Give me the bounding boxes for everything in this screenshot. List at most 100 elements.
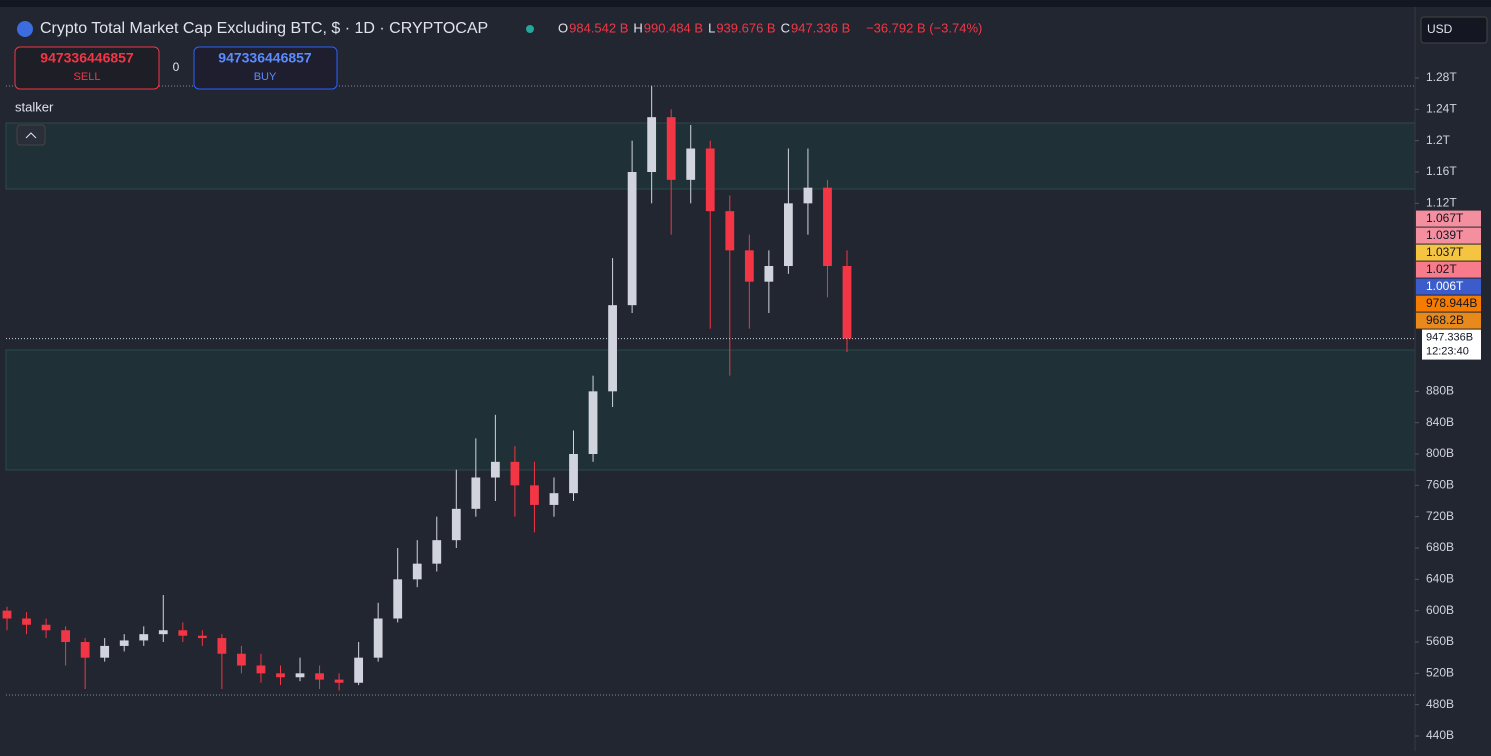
price-badge (1416, 210, 1481, 227)
sell-price[interactable]: 947336446857 (40, 50, 134, 66)
candle (256, 653, 266, 683)
candle (393, 548, 403, 623)
candle (217, 634, 227, 689)
candle (744, 234, 754, 329)
candle (490, 414, 500, 501)
candle-body (471, 477, 481, 509)
sell-button[interactable] (14, 46, 160, 90)
y-tick-label: 560B (1426, 634, 1454, 648)
candle (315, 665, 324, 689)
y-tick-label: 1.28T (1426, 70, 1457, 84)
price-badge (1416, 227, 1481, 244)
candle (530, 461, 539, 533)
candle (41, 618, 51, 639)
candle-body (647, 117, 657, 172)
candle-body (451, 508, 461, 541)
y-tick-label: 800B (1426, 446, 1454, 460)
candle (295, 657, 305, 682)
price-badge-label: 1.02T (1426, 262, 1457, 276)
candle (764, 250, 774, 313)
ohlc-key: H (633, 20, 642, 35)
candle (549, 477, 559, 517)
change: −36.792 B (−3.74%) (866, 20, 982, 35)
title: Crypto Total Market Cap Excluding BTC, $… (40, 20, 488, 37)
candle-body (842, 266, 852, 339)
candle-body (803, 187, 813, 204)
ohlc-key: O (558, 20, 568, 35)
last-price-label: 947.336B (1426, 331, 1473, 343)
candle (569, 430, 578, 501)
candle-body (237, 653, 246, 666)
candle-body (373, 618, 383, 658)
candle (158, 595, 168, 642)
candle (686, 125, 696, 204)
price-badge-label: 1.037T (1426, 245, 1464, 259)
candle (705, 140, 715, 329)
y-tick-label: 880B (1426, 384, 1454, 398)
candle-body (158, 630, 168, 635)
candle (197, 630, 207, 646)
candle-body (686, 148, 696, 180)
y-tick-label: 840B (1426, 415, 1454, 429)
candle (588, 375, 598, 462)
last-price-time: 12:23:40 (1426, 345, 1469, 357)
ohlc-value: 984.542 B (569, 20, 628, 35)
candle-body (80, 642, 90, 658)
candle (608, 258, 617, 407)
y-tick-label: 440B (1426, 728, 1454, 742)
y-tick-label: 1.12T (1426, 196, 1457, 210)
candle-body (705, 148, 715, 212)
symbol-icon (17, 21, 33, 37)
candle-body (119, 640, 129, 646)
last-price-badge (1422, 329, 1481, 360)
buy-price[interactable]: 947336446857 (218, 50, 312, 66)
candle (61, 626, 70, 666)
currency-select[interactable] (1420, 16, 1488, 44)
candle (451, 469, 461, 548)
top-strip (0, 0, 1491, 7)
candle (22, 612, 31, 635)
y-tick-label: 720B (1426, 509, 1454, 523)
candle (627, 140, 637, 313)
price-badge-label: 1.006T (1426, 279, 1464, 293)
collapse-icon (25, 132, 37, 139)
ohlc-value: 939.676 B (716, 20, 775, 35)
candle-body (256, 665, 266, 674)
sell-label[interactable]: SELL (74, 71, 101, 83)
buy-button[interactable] (193, 46, 338, 90)
candle (666, 109, 676, 235)
candle (842, 250, 852, 353)
candle-body (764, 266, 774, 282)
candle-body (295, 673, 305, 678)
candle-body (217, 638, 227, 654)
y-tick-label: 1.16T (1426, 164, 1457, 178)
candle-body (41, 624, 51, 631)
ohlc-value: 990.484 B (644, 20, 703, 35)
buy-label[interactable]: BUY (254, 71, 277, 83)
ohlc-key: L (708, 20, 715, 35)
candle-body (588, 391, 598, 454)
indicator-name: stalker (15, 99, 54, 114)
candle-body (334, 679, 344, 683)
collapse-button[interactable] (16, 124, 46, 146)
candle (373, 602, 383, 662)
spread: 0 (173, 60, 180, 74)
zone (5, 349, 1416, 471)
candle-body (139, 634, 149, 641)
candle (354, 642, 364, 686)
price-badge (1416, 312, 1481, 329)
price-badge (1416, 295, 1481, 312)
candle (432, 516, 442, 572)
candle-body (2, 610, 12, 619)
status-dot (526, 25, 534, 33)
price-badge-label: 978.944B (1426, 296, 1477, 310)
candle-body (666, 117, 676, 180)
candle (139, 626, 149, 646)
candle-body (784, 203, 793, 266)
candle-body (315, 673, 324, 680)
candle (178, 622, 188, 642)
candle-body (412, 563, 422, 580)
y-tick-label: 520B (1426, 666, 1454, 680)
currency[interactable]: USD (1427, 22, 1453, 36)
